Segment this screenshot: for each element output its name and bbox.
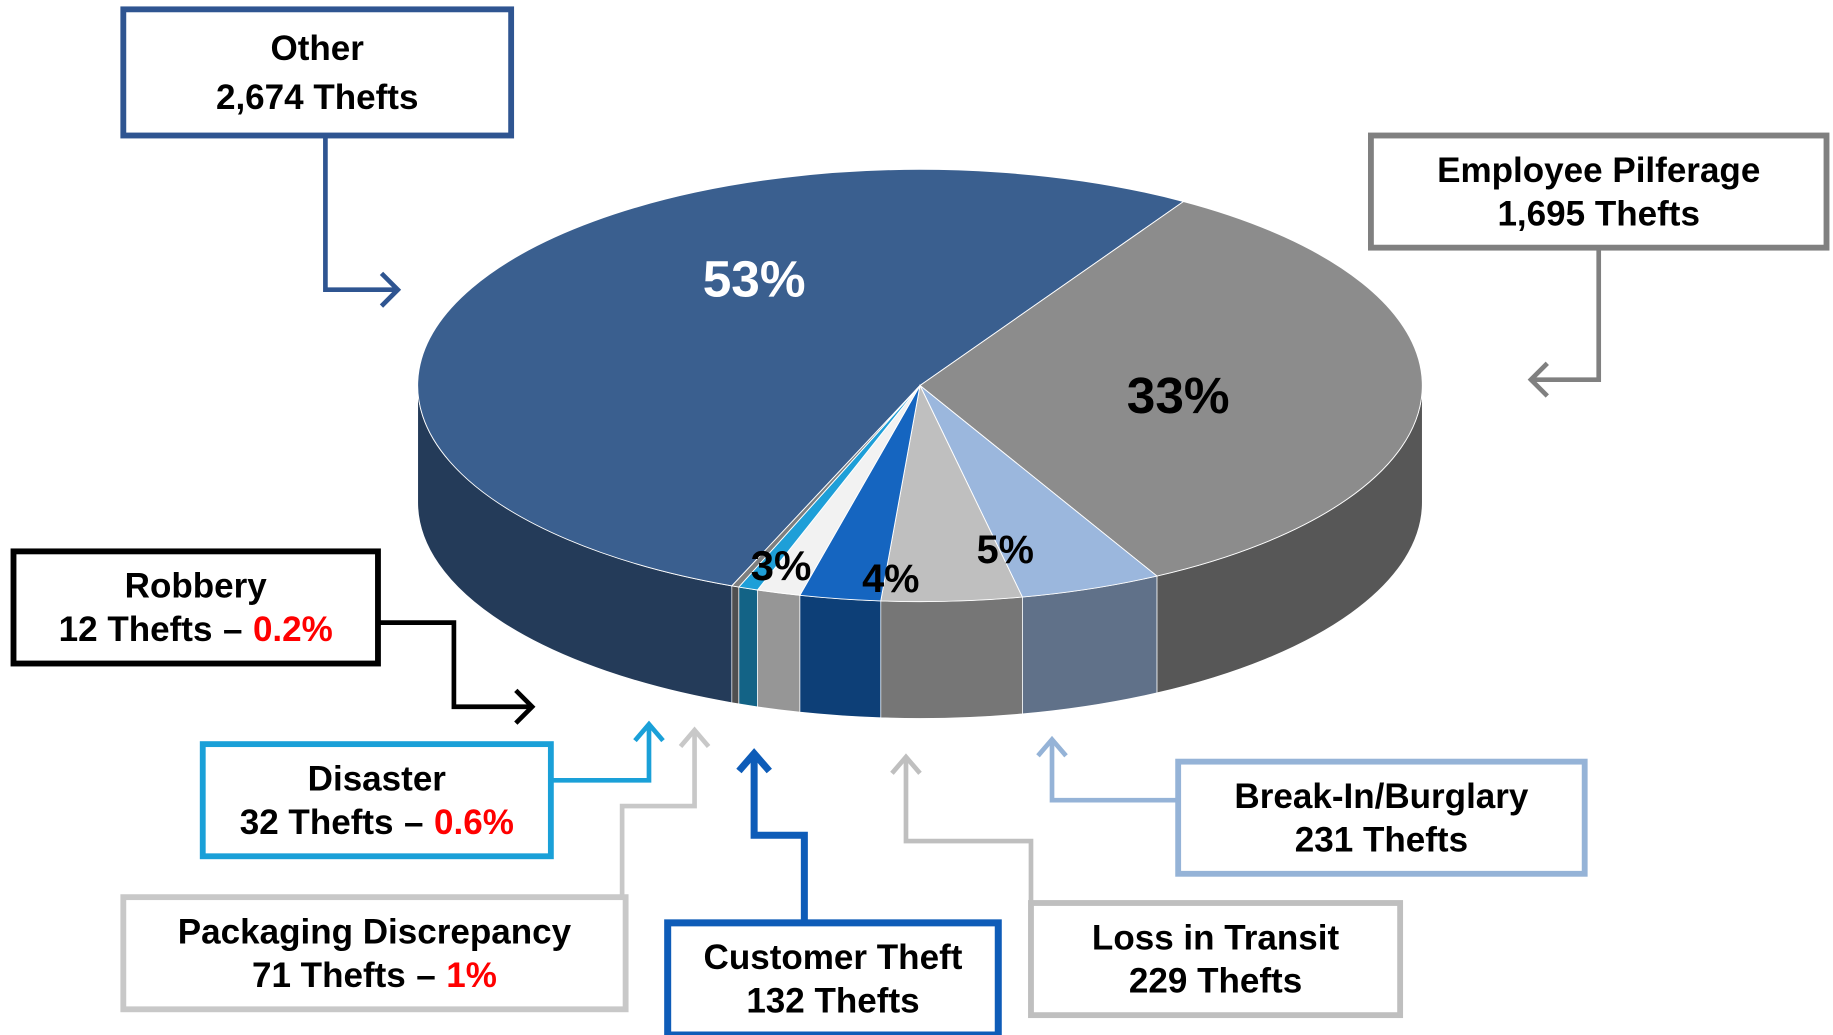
callout-value: 2,674 Thefts [216,78,418,117]
arrow-head [633,720,665,743]
callout-box [199,741,554,860]
callout: Disaster 32 Thefts –0.6% [199,741,554,860]
arrow [1533,247,1602,382]
callout-arrows [323,135,1602,923]
callout-box [120,894,629,1013]
slice-side [1022,575,1158,715]
slice-side [731,585,740,705]
callout-name: Packaging Discrepancy [178,912,572,951]
arrow-head [514,688,536,725]
callout-box [1175,758,1588,877]
arrow-head [1036,735,1068,758]
value-label: 1,695 Thefts [1497,195,1699,234]
arrow-head [379,271,402,308]
slice-side [757,589,801,713]
separator: – [404,803,423,842]
callout-box [1367,132,1830,251]
arrow [1049,741,1179,803]
callout-value: 1,695 Thefts [1497,195,1699,234]
arrow [750,756,808,923]
slice [919,201,1423,577]
callout-box [120,6,515,139]
callout-name: Other [271,29,365,68]
callout-box [664,919,1002,1035]
callout-value: 32 Thefts –0.6% [240,803,514,842]
arrow [377,620,530,710]
value-label: 32 Thefts [240,803,394,842]
callout-value: 71 Thefts –1% [252,956,497,995]
pie-percent-label: 5% [977,528,1034,572]
percent-label: 0.2% [253,610,333,649]
arrow-head [890,753,922,775]
pie-percent-label: 4% [862,557,919,601]
arrow [550,726,652,783]
callout-name: Employee Pilferage [1437,151,1760,190]
arrow-head [678,726,711,748]
callout-name: Loss in Transit [1092,918,1340,957]
callout: Break-In/Burglary 231 Thefts [1175,758,1588,877]
callout: Packaging Discrepancy 71 Thefts –1% [120,894,629,1013]
callout-value: 132 Thefts [746,982,919,1021]
value-label: 229 Thefts [1129,962,1302,1001]
callout-boxes: Other 2,674 Thefts Employee Pilferage 1,695… [10,6,1830,1035]
pie-percent-label: 53% [703,249,806,307]
value-label: 132 Thefts [746,982,919,1021]
slice [730,385,921,588]
callout: Robbery 12 Thefts –0.2% [10,548,381,667]
value-label: 12 Thefts [59,610,213,649]
callout: Other 2,674 Thefts [120,6,515,139]
percent-label: 0.6% [434,803,514,842]
arrow-head [1527,361,1549,398]
slice-side [880,596,1023,719]
callout-name: Robbery [125,567,268,606]
separator: – [223,610,242,649]
callout-name: Break-In/Burglary [1234,777,1528,816]
callout-value: 229 Thefts [1129,962,1302,1001]
callout-name: Customer Theft [704,938,963,977]
callout-box [1028,900,1404,1019]
value-label: 71 Thefts [252,956,406,995]
callout-name: Disaster [308,759,447,798]
pie [417,168,1423,719]
slice [417,168,1185,587]
value-label: 231 Thefts [1295,821,1468,860]
arrow [323,135,396,293]
callout-value: 231 Thefts [1295,821,1468,860]
callout-value: 12 Thefts –0.2% [59,610,333,649]
pie-percent-label: 33% [1127,366,1230,424]
percent-label: 1% [446,956,497,995]
callout: Loss in Transit 229 Thefts [1028,900,1404,1019]
value-label: 2,674 Thefts [216,78,418,117]
slice-side [799,594,882,719]
arrow [619,732,697,900]
arrow [903,759,1034,903]
separator: – [416,956,435,995]
callout: Customer Theft 132 Thefts [664,919,1002,1035]
pie-labels: 53% 33% 5% 4% 3% [703,249,1230,601]
arrow-head [736,748,772,774]
pie-percent-label: 3% [751,542,812,589]
callout: Employee Pilferage 1,695 Thefts [1367,132,1830,251]
slice-side [738,586,758,708]
callout-box [10,548,381,667]
